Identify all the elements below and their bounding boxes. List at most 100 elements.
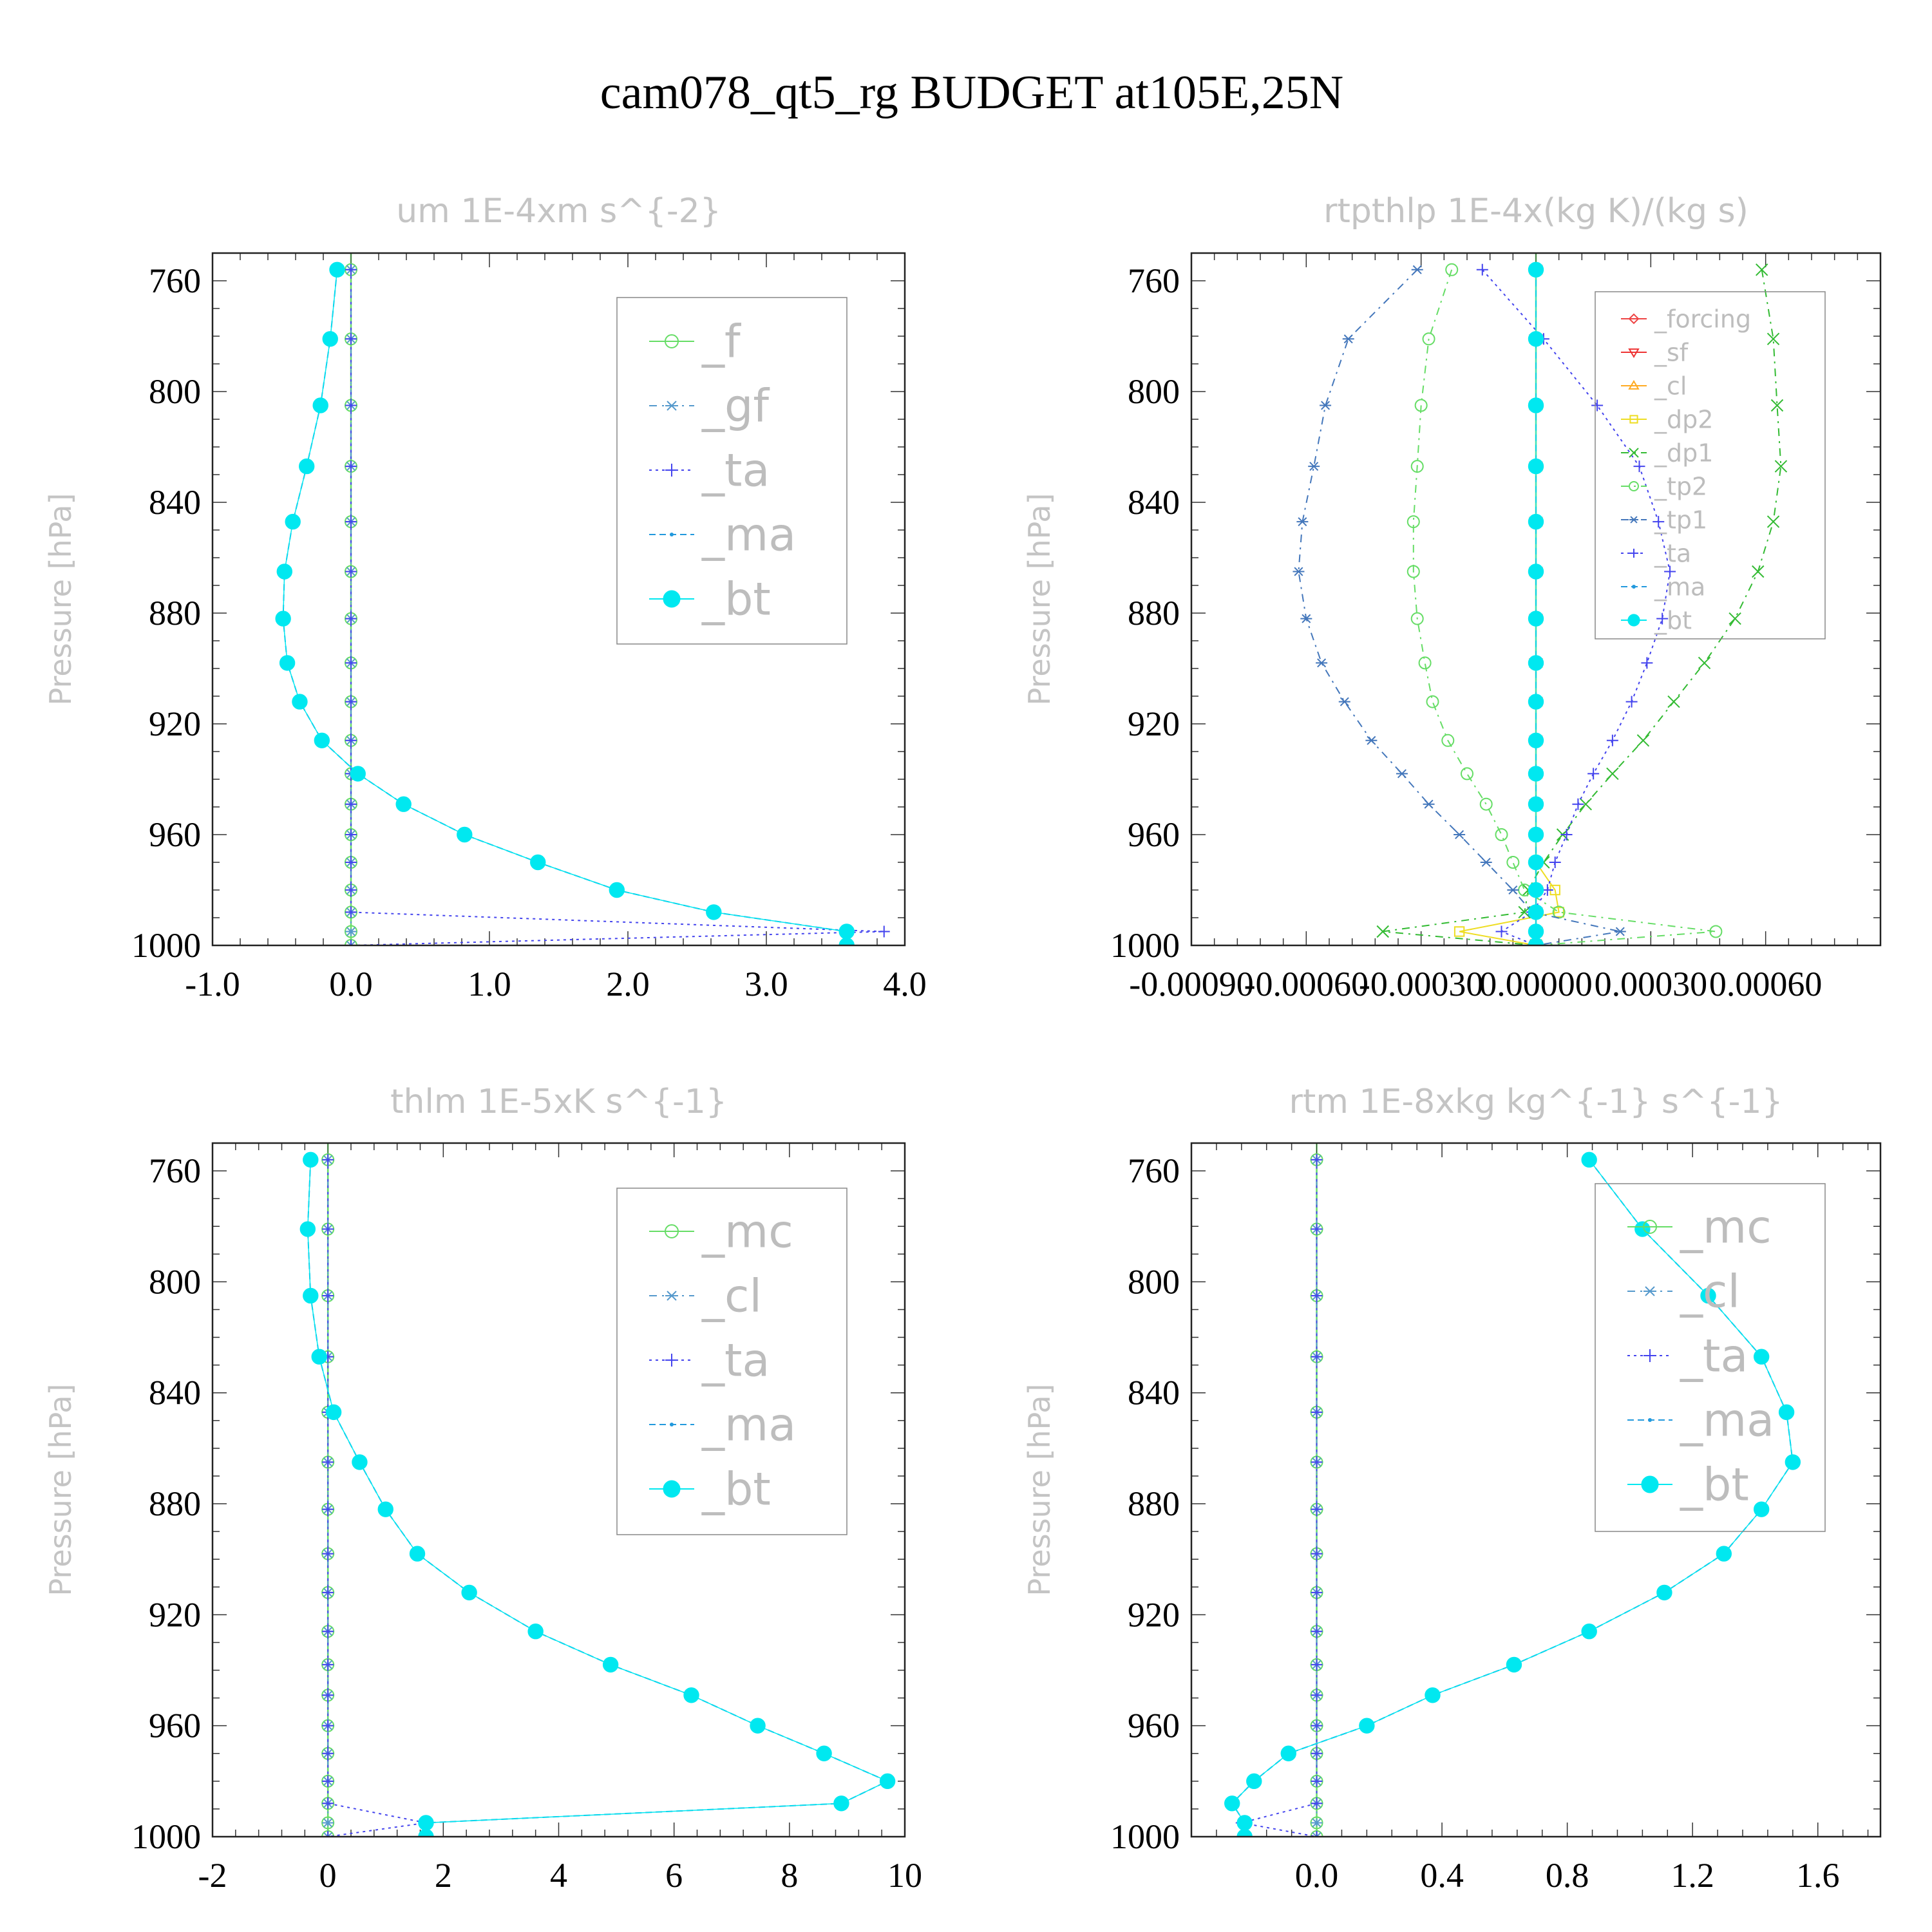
- marker-p2-s4-15: [833, 1795, 849, 1812]
- marker-p3-s2-6: [1311, 1503, 1323, 1515]
- marker-p0-s2-14: [345, 884, 357, 896]
- marker-p1-s2-legend: [1628, 380, 1640, 390]
- marker-p1-s7-4: [1653, 516, 1665, 528]
- x-tick-label: 10: [887, 1856, 922, 1895]
- marker-p1-s5-9: [1441, 734, 1455, 747]
- marker-p1-s6-2: [1320, 401, 1332, 410]
- x-tick-label: 6: [665, 1856, 683, 1895]
- series-layer: [1224, 1151, 1801, 1837]
- marker-p1-s5-16: [1709, 925, 1723, 938]
- marker-p1-s7-legend: [1629, 549, 1638, 558]
- legend-label-_bt: _bt: [701, 1463, 771, 1516]
- series-line-_ta: [327, 1159, 426, 1837]
- marker-p2-s4-16: [418, 1815, 434, 1831]
- marker-p3-s4-11: [1425, 1687, 1441, 1703]
- marker-p1-s9-9: [1528, 732, 1544, 749]
- marker-p1-s9-14: [1528, 882, 1544, 898]
- marker-p3-s4-3: [1753, 1349, 1770, 1365]
- legend-label-_ma: _ma: [1680, 1394, 1774, 1447]
- series-layer: [275, 261, 890, 945]
- marker-p3-s4-10: [1506, 1656, 1522, 1673]
- legend-label-_ta: _ta: [1680, 1330, 1748, 1383]
- x-tick-label: -1.0: [185, 965, 240, 1003]
- y-tick-label: 960: [149, 815, 201, 854]
- marker-p0-s4-13: [530, 854, 546, 871]
- marker-p3-s4-5: [1785, 1454, 1801, 1470]
- marker-p1-s3-16: [1454, 926, 1465, 937]
- legend-box: [616, 297, 848, 645]
- marker-p0-s4-4: [285, 513, 301, 530]
- marker-p1-s6-8: [1338, 697, 1350, 706]
- marker-p1-s5-11: [1479, 797, 1493, 811]
- marker-p0-s4-9: [314, 732, 330, 749]
- marker-p1-s8-legend: [1632, 585, 1636, 589]
- marker-p1-s6-11: [1423, 799, 1435, 809]
- marker-p2-s4-11: [683, 1687, 699, 1703]
- y-tick-label: 960: [149, 1707, 201, 1745]
- x-tick-label: 0.0: [329, 965, 373, 1003]
- marker-p3-s4-15: [1224, 1795, 1240, 1812]
- marker-p2-s4-8: [461, 1584, 477, 1601]
- marker-p1-s6-13: [1480, 857, 1492, 867]
- marker-p2-s2-8: [322, 1586, 334, 1598]
- x-tick-label: 0: [319, 1856, 337, 1895]
- legend-label-_sf: _sf: [1654, 338, 1689, 366]
- marker-p1-s4-10: [1606, 767, 1619, 781]
- marker-p1-s5-10: [1461, 767, 1473, 781]
- marker-p0-s2-7: [345, 657, 357, 669]
- marker-p3-s2-0: [1311, 1153, 1323, 1166]
- marker-p1-s4-3: [1774, 460, 1788, 473]
- marker-p3-s2-14: [1311, 1775, 1323, 1787]
- marker-p1-s7-11: [1572, 798, 1584, 810]
- marker-p2-s4-2: [303, 1287, 319, 1304]
- legend-label-_cl: _cl: [1680, 1265, 1740, 1318]
- marker-p1-s7-5: [1664, 565, 1676, 578]
- marker-p0-s2-legend: [665, 464, 678, 477]
- marker-p1-s5-4: [1406, 515, 1420, 529]
- marker-p2-s2-0: [322, 1153, 334, 1166]
- x-tick-label: 3.0: [744, 965, 788, 1003]
- marker-p2-s4-10: [602, 1656, 619, 1673]
- legend-label-_ma: _ma: [701, 509, 796, 562]
- marker-p1-s4-9: [1636, 734, 1650, 747]
- marker-p0-s4-10: [350, 766, 366, 782]
- marker-p0-s4-6: [275, 611, 291, 627]
- marker-p0-s4-2: [312, 397, 328, 413]
- series-layer: [299, 1151, 896, 1837]
- marker-p1-s7-8: [1625, 696, 1638, 708]
- y-tick-label: 760: [149, 1151, 201, 1190]
- x-tick-label: -2: [198, 1856, 227, 1895]
- legend-label-_mc: _mc: [701, 1206, 793, 1258]
- marker-p1-s9-6: [1528, 611, 1544, 627]
- marker-p0-s2-12: [345, 829, 357, 840]
- marker-p2-s4-1: [299, 1221, 316, 1237]
- legend-label-_mc: _mc: [1680, 1201, 1772, 1254]
- legend-label-_bt: _bt: [701, 573, 771, 626]
- y-tick-label: 920: [1128, 1595, 1180, 1634]
- marker-p1-s4-5: [1752, 565, 1765, 578]
- marker-p2-s1-17: [322, 1832, 334, 1837]
- marker-p1-s6-14: [1507, 885, 1519, 895]
- marker-p1-s7-9: [1606, 734, 1618, 746]
- marker-p3-s2-15: [1311, 1797, 1323, 1810]
- legend-label-_bt: _bt: [1680, 1459, 1749, 1511]
- x-tick-label: 0.00000: [1479, 965, 1593, 1003]
- y-tick-label: 1000: [131, 926, 201, 965]
- marker-p3-s2-8: [1311, 1586, 1323, 1598]
- marker-p0-s2-2: [345, 399, 357, 412]
- legend-label-_ta: _ta: [701, 444, 770, 497]
- series-line-_ma: [307, 1159, 889, 1837]
- x-tick-label: 0.0: [1295, 1856, 1339, 1895]
- marker-p2-s2-11: [322, 1689, 334, 1701]
- x-tick-label: 1.6: [1796, 1856, 1840, 1895]
- y-tick-label: 880: [1128, 594, 1180, 632]
- marker-p3-s2-4: [1311, 1406, 1323, 1418]
- marker-p2-s4-5: [352, 1454, 368, 1470]
- marker-p0-s2-11: [345, 798, 357, 810]
- marker-p2-s4-17: [418, 1828, 434, 1837]
- marker-p2-s4-legend: [663, 1480, 681, 1498]
- marker-p2-s4-13: [816, 1745, 832, 1761]
- series-layer: [1293, 261, 1788, 945]
- marker-p1-s4-6: [1728, 612, 1741, 625]
- x-tick-label: 0.00030: [1595, 965, 1708, 1003]
